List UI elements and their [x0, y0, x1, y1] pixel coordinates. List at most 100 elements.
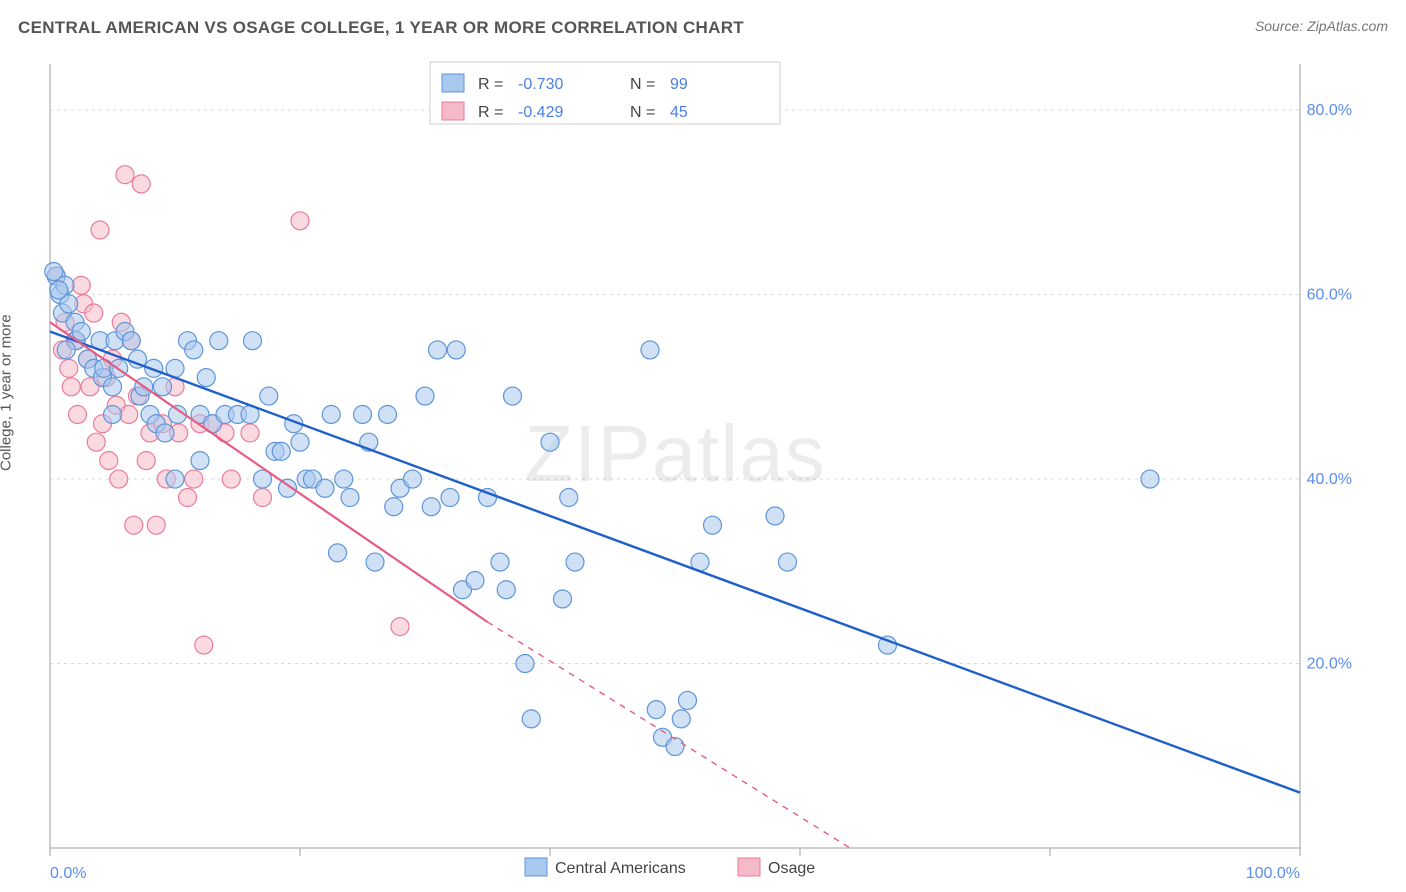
data-point — [147, 516, 165, 534]
y-tick-label: 80.0% — [1307, 102, 1352, 119]
data-point — [210, 332, 228, 350]
y-axis-label: College, 1 year or more — [0, 314, 15, 471]
watermark: ZIPatlas — [524, 409, 825, 498]
data-point — [185, 470, 203, 488]
data-point — [329, 544, 347, 562]
legend-r-value: -0.730 — [518, 76, 563, 93]
data-point — [647, 701, 665, 719]
data-point — [516, 655, 534, 673]
x-tick-label-left: 0.0% — [50, 865, 86, 882]
data-point — [341, 489, 359, 507]
data-point — [404, 470, 422, 488]
data-point — [179, 489, 197, 507]
data-point — [166, 470, 184, 488]
data-point — [241, 424, 259, 442]
data-point — [85, 304, 103, 322]
data-point — [120, 405, 138, 423]
data-point — [335, 470, 353, 488]
data-point — [87, 433, 105, 451]
data-point — [316, 479, 334, 497]
data-point — [137, 452, 155, 470]
data-point — [504, 387, 522, 405]
y-tick-label: 20.0% — [1307, 656, 1352, 673]
data-point — [704, 516, 722, 534]
legend-n-label: N = — [630, 76, 655, 93]
data-point — [132, 175, 150, 193]
legend-swatch — [738, 858, 760, 876]
data-point — [260, 387, 278, 405]
data-point — [104, 405, 122, 423]
legend-series-label: Central Americans — [555, 860, 686, 877]
data-point — [666, 738, 684, 756]
data-point — [222, 470, 240, 488]
data-point — [566, 553, 584, 571]
data-point — [554, 590, 572, 608]
data-point — [91, 221, 109, 239]
data-point — [416, 387, 434, 405]
data-point — [385, 498, 403, 516]
data-point — [1141, 470, 1159, 488]
data-point — [156, 424, 174, 442]
data-point — [779, 553, 797, 571]
data-point — [466, 572, 484, 590]
data-point — [497, 581, 515, 599]
data-point — [125, 516, 143, 534]
data-point — [291, 212, 309, 230]
y-tick-label: 60.0% — [1307, 287, 1352, 304]
chart-area: College, 1 year or more 20.0% 40.0% 60.0% 8… — [0, 50, 1406, 892]
data-point — [60, 359, 78, 377]
legend-n-value: 45 — [670, 104, 688, 121]
data-point — [244, 332, 262, 350]
data-point — [560, 489, 578, 507]
data-point — [191, 452, 209, 470]
y-tick-label: 40.0% — [1307, 471, 1352, 488]
data-point — [766, 507, 784, 525]
data-point — [522, 710, 540, 728]
legend-swatch — [442, 102, 464, 120]
data-point — [672, 710, 690, 728]
data-point — [72, 322, 90, 340]
legend-r-value: -0.429 — [518, 104, 563, 121]
legend-r-label: R = — [478, 76, 503, 93]
data-point — [354, 405, 372, 423]
data-point — [154, 378, 172, 396]
data-point — [379, 405, 397, 423]
data-point — [447, 341, 465, 359]
legend-series-label: Osage — [768, 860, 815, 877]
data-point — [195, 636, 213, 654]
legend-n-label: N = — [630, 104, 655, 121]
x-tick-label-right: 100.0% — [1246, 865, 1300, 882]
data-point — [69, 405, 87, 423]
legend-swatch — [442, 74, 464, 92]
chart-source: Source: ZipAtlas.com — [1255, 18, 1388, 34]
data-point — [254, 489, 272, 507]
data-point — [429, 341, 447, 359]
data-point — [62, 378, 80, 396]
chart-header: CENTRAL AMERICAN VS OSAGE COLLEGE, 1 YEA… — [0, 0, 1406, 50]
data-point — [422, 498, 440, 516]
data-point — [441, 489, 459, 507]
data-point — [100, 452, 118, 470]
legend-r-label: R = — [478, 104, 503, 121]
data-point — [272, 442, 290, 460]
data-point — [122, 332, 140, 350]
data-point — [197, 369, 215, 387]
data-point — [116, 166, 134, 184]
legend-n-value: 99 — [670, 76, 688, 93]
data-point — [641, 341, 659, 359]
data-point — [291, 433, 309, 451]
data-point — [391, 618, 409, 636]
data-point — [110, 470, 128, 488]
data-point — [185, 341, 203, 359]
data-point — [491, 553, 509, 571]
data-point — [72, 276, 90, 294]
chart-title: CENTRAL AMERICAN VS OSAGE COLLEGE, 1 YEA… — [18, 18, 744, 38]
legend-swatch — [525, 858, 547, 876]
scatter-plot: 20.0% 40.0% 60.0% 80.0% 0.0% 100.0% ZIPatlas R … — [0, 50, 1406, 892]
data-point — [50, 281, 68, 299]
data-point — [322, 405, 340, 423]
data-point — [541, 433, 559, 451]
data-point — [366, 553, 384, 571]
data-point — [104, 378, 122, 396]
data-point — [57, 341, 75, 359]
